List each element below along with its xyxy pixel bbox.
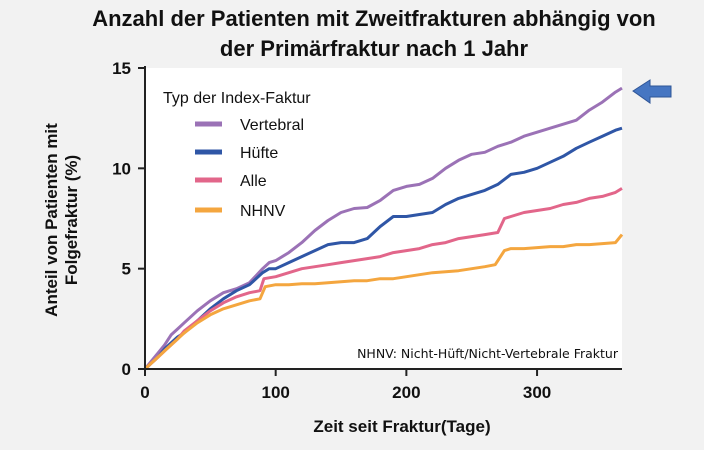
y-tick-label-0: 0 xyxy=(122,360,131,379)
y-axis-title-line-2: Folgefraktur (%) xyxy=(62,155,81,285)
y-tick-label-2: 10 xyxy=(112,159,131,178)
highlight-arrow-icon xyxy=(632,79,672,104)
plot-area xyxy=(145,68,622,369)
y-axis-title: Anteil von Patienten mit Folgefraktur (%… xyxy=(42,123,81,317)
x-tick-label-0: 0 xyxy=(140,383,149,402)
legend-label-nhnv: NHNV xyxy=(240,203,286,220)
x-tick-label-1: 100 xyxy=(261,383,289,402)
series-line-3 xyxy=(143,233,624,371)
legend: Typ der Index-Faktur Vertebral Hüfte All… xyxy=(163,90,311,220)
legend-label-huefte: Hüfte xyxy=(240,145,278,162)
chart-note: NHNV: Nicht-Hüft/Nicht-Vertebrale Fraktu… xyxy=(357,346,619,361)
legend-label-alle: Alle xyxy=(240,173,267,190)
tick-layer: 0 5 10 15 0 100 200 300 xyxy=(112,59,551,402)
legend-title: Typ der Index-Faktur xyxy=(163,90,311,107)
y-tick-label-1: 5 xyxy=(122,260,131,279)
x-axis-title: Zeit seit Fraktur(Tage) xyxy=(313,417,490,436)
x-tick-label-3: 300 xyxy=(523,383,551,402)
y-tick-label-3: 15 xyxy=(112,59,131,78)
y-axis-title-line-1: Anteil von Patienten mit xyxy=(42,123,61,317)
chart-title-line-1: Anzahl der Patienten mit Zweitfrakturen … xyxy=(92,6,656,31)
x-tick-label-2: 200 xyxy=(392,383,420,402)
legend-label-vertebral: Vertebral xyxy=(240,117,304,134)
series-layer xyxy=(143,86,624,371)
series-line-2 xyxy=(143,187,623,371)
series-line-0 xyxy=(143,86,623,370)
chart-title-line-2: der Primärfraktur nach 1 Jahr xyxy=(220,36,529,61)
